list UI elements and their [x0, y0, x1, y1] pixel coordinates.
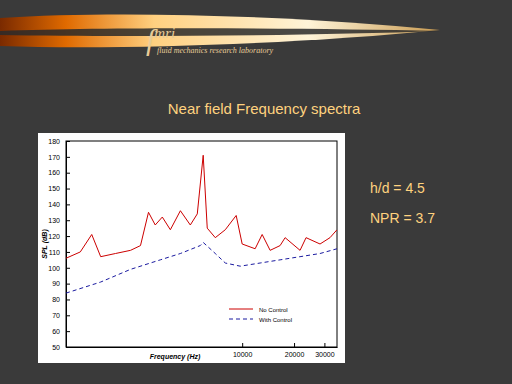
x-tick: 20000 — [285, 343, 305, 358]
y-tick-mark — [66, 331, 70, 332]
y-tick-label: 110 — [49, 249, 60, 256]
y-tick: 70 — [52, 312, 70, 319]
x-axis: 10000 20000 30000 — [67, 343, 338, 358]
y-tick: 140 — [48, 201, 70, 208]
y-tick-mark — [66, 268, 70, 269]
x-tick-label: 20000 — [285, 351, 305, 358]
series-line — [66, 155, 337, 258]
x-tick-mark — [242, 343, 243, 347]
y-tick: 180 — [48, 138, 70, 145]
y-tick: 170 — [48, 154, 70, 161]
y-tick: 110 — [49, 249, 70, 256]
y-tick-label: 160 — [48, 169, 60, 176]
y-tick: 60 — [52, 328, 70, 335]
x-tick: 10000 — [233, 343, 253, 358]
y-tick-mark — [66, 157, 70, 158]
y-tick-mark — [66, 173, 70, 174]
y-tick-label: 50 — [52, 344, 60, 351]
y-tick-mark — [66, 252, 70, 253]
y-tick: 90 — [52, 280, 70, 287]
y-tick-label: 60 — [52, 328, 60, 335]
plot-area — [66, 155, 337, 293]
x-tick-mark — [324, 343, 325, 347]
y-tick-mark — [66, 204, 70, 205]
plot-frame — [66, 141, 337, 347]
x-tick-label: 10000 — [233, 351, 253, 358]
x-axis-line — [67, 347, 338, 348]
header: fmrifluid mechanics research laboratory — [0, 14, 440, 56]
chart-background — [38, 133, 345, 363]
y-tick-label: 130 — [48, 217, 60, 224]
x-tick-label: 30000 — [315, 351, 335, 358]
y-tick-mark — [66, 284, 70, 285]
slide: fmrifluid mechanics research laboratory N… — [0, 0, 512, 384]
y-tick: 100 — [48, 265, 70, 272]
y-tick-label: 180 — [48, 138, 60, 145]
y-tick: 80 — [52, 296, 70, 303]
logo-tagline: fluid mechanics research laboratory — [157, 46, 274, 55]
y-tick-mark — [66, 315, 70, 316]
x-tick: 30000 — [315, 343, 335, 358]
legend-label: With Control — [259, 317, 292, 323]
y-tick-label: 80 — [52, 296, 60, 303]
y-tick-mark — [66, 299, 70, 300]
y-tick-mark — [66, 236, 70, 237]
y-tick-label: 150 — [48, 185, 60, 192]
y-tick-mark — [66, 189, 70, 190]
y-tick-label: 90 — [52, 280, 60, 287]
logo-swoosh — [0, 14, 440, 47]
y-tick: 130 — [48, 217, 70, 224]
y-tick-mark — [66, 141, 70, 142]
y-tick-label: 100 — [48, 265, 60, 272]
legend: No Control With Control — [229, 307, 292, 323]
y-tick-mark — [66, 220, 70, 221]
y-tick: 160 — [48, 169, 70, 176]
y-tick-label: 70 — [52, 312, 60, 319]
background — [0, 0, 512, 384]
y-axis-line — [66, 142, 67, 348]
y-axis-title: SPL (dB) — [41, 229, 49, 259]
y-tick: 120 — [48, 233, 70, 240]
y-tick-label: 120 — [48, 233, 60, 240]
x-axis-title: Frequency (Hz) — [150, 353, 201, 361]
legend-swatch — [229, 319, 253, 320]
y-tick-label: 140 — [48, 201, 60, 208]
legend-label: No Control — [259, 307, 288, 313]
y-axis: 50 60 70 80 90 100 110 120 130 140 150 160 170 180 — [48, 138, 70, 351]
y-tick: 150 — [48, 185, 70, 192]
series-line — [66, 242, 337, 293]
note: NPR = 3.7 — [370, 210, 435, 226]
note: h/d = 4.5 — [370, 180, 425, 196]
legend-swatch — [229, 309, 253, 310]
x-tick-mark — [294, 343, 295, 347]
slide-title: Near field Frequency spectra — [168, 100, 361, 117]
logo-band — [0, 28, 440, 36]
y-tick-label: 170 — [48, 154, 60, 161]
